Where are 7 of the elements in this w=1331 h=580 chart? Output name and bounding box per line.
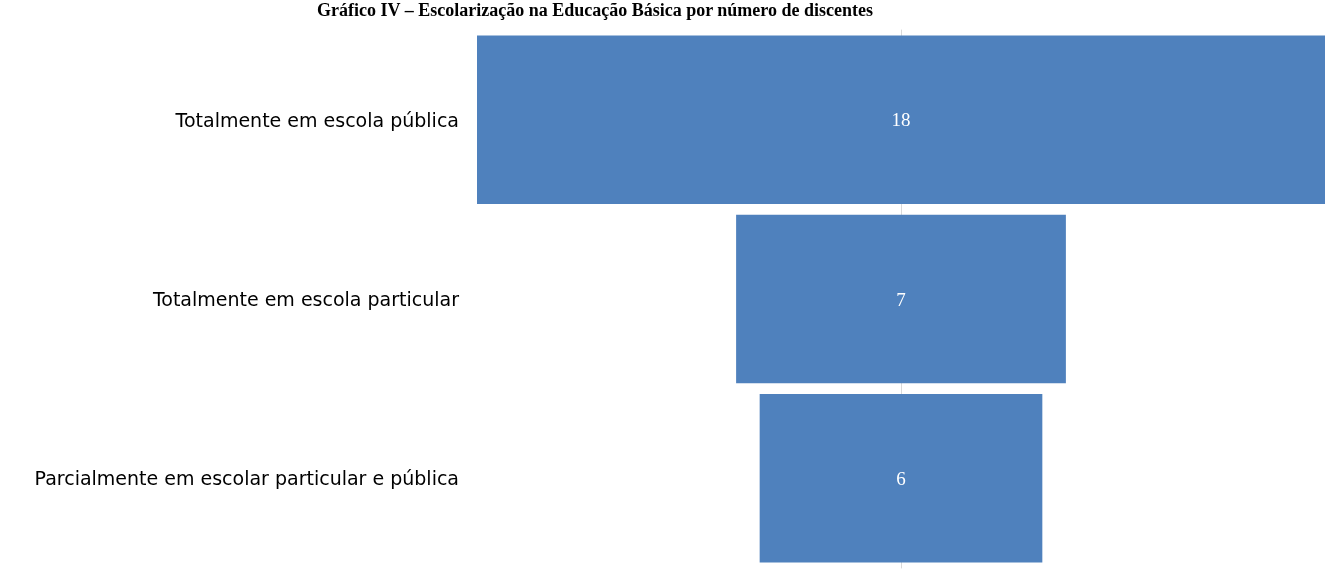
data-label: 6 [896,467,906,489]
category-label: Parcialmente em escolar particular e pública [34,467,459,490]
category-label: Totalmente em escola pública [174,108,459,131]
category-label: Totalmente em escola particular [151,288,460,310]
text: Gráfico IV – Escolarização na Educação Básica por número de discentes [317,0,873,20]
data-label: 7 [896,288,906,310]
data-label: 18 [891,109,911,131]
